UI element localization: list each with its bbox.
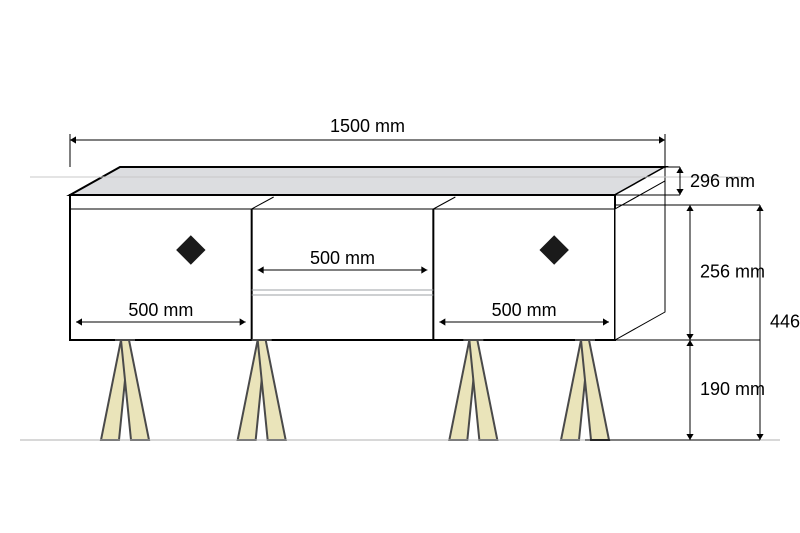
dim-leg-height: 190 mm (700, 379, 765, 399)
dim-overall-width: 1500 mm (330, 116, 405, 136)
dim-total-height: 446 mm (770, 312, 800, 332)
dim-body-height: 256 mm (700, 262, 765, 282)
tv-stand-technical-drawing: 1500 mm 296 mm 256 mm 190 mm 446 mm 500 mm 500… (0, 0, 800, 533)
dim-depth: 296 mm (690, 171, 755, 191)
dim-bay-center: 500 mm (310, 248, 375, 268)
dim-bay-right: 500 mm (492, 300, 557, 320)
dim-bay-left: 500 mm (128, 300, 193, 320)
